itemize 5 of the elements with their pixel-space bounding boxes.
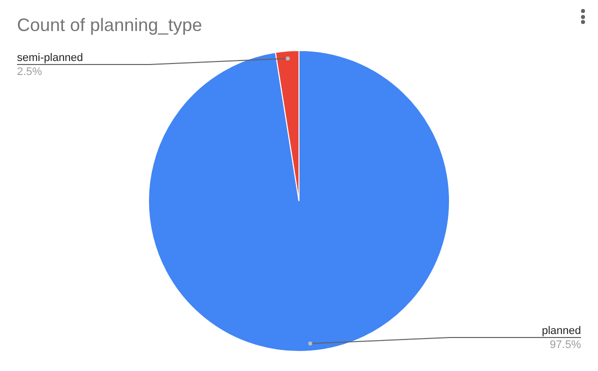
slice-label: semi-planned [17, 52, 84, 64]
slice-label: planned [542, 325, 581, 338]
chart-title: Count of planning_type [17, 15, 202, 35]
data-label: 2.5% [17, 66, 42, 78]
data-label: 97.5% [550, 339, 582, 352]
